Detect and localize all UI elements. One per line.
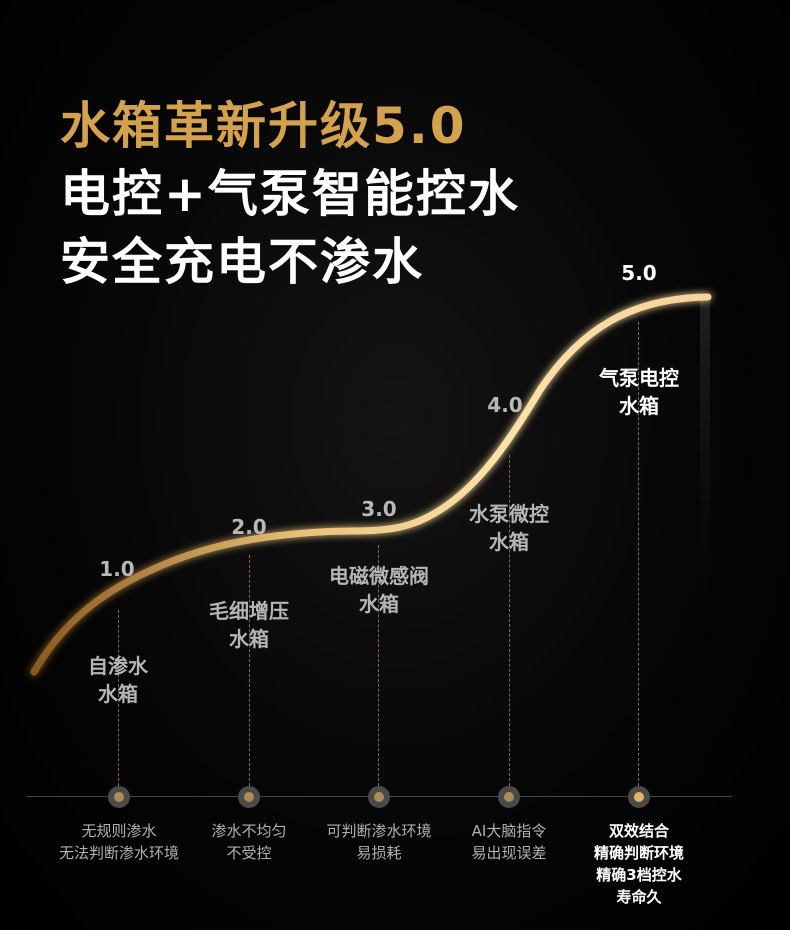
stage-label-5-line2: 水箱 <box>619 394 659 418</box>
stage-label-1-line2: 水箱 <box>98 682 138 706</box>
stage-label-2-line1: 毛细增压 <box>209 599 289 623</box>
timeline-dot-3 <box>368 786 390 808</box>
headline-title: 水箱革新升级5.0 <box>60 97 467 155</box>
stage-desc-5-line3: 精确3档控水 <box>596 866 682 884</box>
stage-desc-4-line2: 易出现误差 <box>471 844 547 862</box>
stage-desc-5-line1: 双效结合 <box>608 822 670 840</box>
timeline-dot-4 <box>498 786 520 808</box>
stage-desc-4: AI大脑指令 易出现误差 <box>471 820 546 864</box>
version-1: 1.0 <box>99 557 135 581</box>
stage-desc-5: 双效结合 精确判断环境 精确3档控水 寿命久 <box>594 820 684 908</box>
version-5: 5.0 <box>621 261 657 285</box>
timeline-dot-5 <box>628 786 650 808</box>
stage-desc-4-line1: AI大脑指令 <box>471 822 547 840</box>
stage-label-3-line2: 水箱 <box>359 592 399 616</box>
stage-label-1: 自渗水 水箱 <box>88 652 148 708</box>
stage-label-3-line1: 电磁微感阀 <box>329 564 429 588</box>
stage-label-1-line1: 自渗水 <box>88 654 148 678</box>
timeline-dot-2 <box>238 786 260 808</box>
stage-desc-3-line1: 可判断渗水环境 <box>326 822 432 840</box>
connector-4 <box>509 455 510 786</box>
headline-subtitle-2: 安全充电不渗水 <box>60 233 424 291</box>
stage-desc-1-line1: 无规则渗水 <box>81 822 157 840</box>
stage-label-5: 气泵电控 水箱 <box>599 364 679 420</box>
curve-tail-shadow <box>700 300 710 670</box>
connector-5 <box>638 322 639 786</box>
stage-label-5-line1: 气泵电控 <box>599 366 679 390</box>
stage-label-4: 水泵微控 水箱 <box>469 500 549 556</box>
curve-line <box>30 293 712 676</box>
stage-desc-2-line1: 渗水不均匀 <box>211 822 287 840</box>
stage-label-4-line2: 水箱 <box>489 530 529 554</box>
timeline-dot-1 <box>108 786 130 808</box>
stage-desc-3: 可判断渗水环境 易损耗 <box>326 820 431 864</box>
connector-3 <box>378 545 379 786</box>
stage-desc-3-line2: 易损耗 <box>356 844 402 862</box>
stage-label-3: 电磁微感阀 水箱 <box>329 562 429 618</box>
stage-label-2: 毛细增压 水箱 <box>209 597 289 653</box>
stage-desc-5-line2: 精确判断环境 <box>593 844 685 862</box>
stage-desc-1-line2: 无法判断渗水环境 <box>58 844 180 862</box>
version-3: 3.0 <box>361 497 397 521</box>
stage-desc-1: 无规则渗水 无法判断渗水环境 <box>59 820 179 864</box>
stage-desc-2: 渗水不均匀 不受控 <box>211 820 286 864</box>
connector-2 <box>249 555 250 786</box>
stage-label-2-line2: 水箱 <box>229 627 269 651</box>
headline-subtitle-1: 电控+气泵智能控水 <box>60 165 520 223</box>
connector-1 <box>118 610 119 786</box>
stage-desc-2-line2: 不受控 <box>226 844 272 862</box>
version-2: 2.0 <box>231 515 267 539</box>
version-4: 4.0 <box>487 393 523 417</box>
stage-label-4-line1: 水泵微控 <box>469 502 549 526</box>
stage-desc-5-line4: 寿命久 <box>616 888 662 906</box>
